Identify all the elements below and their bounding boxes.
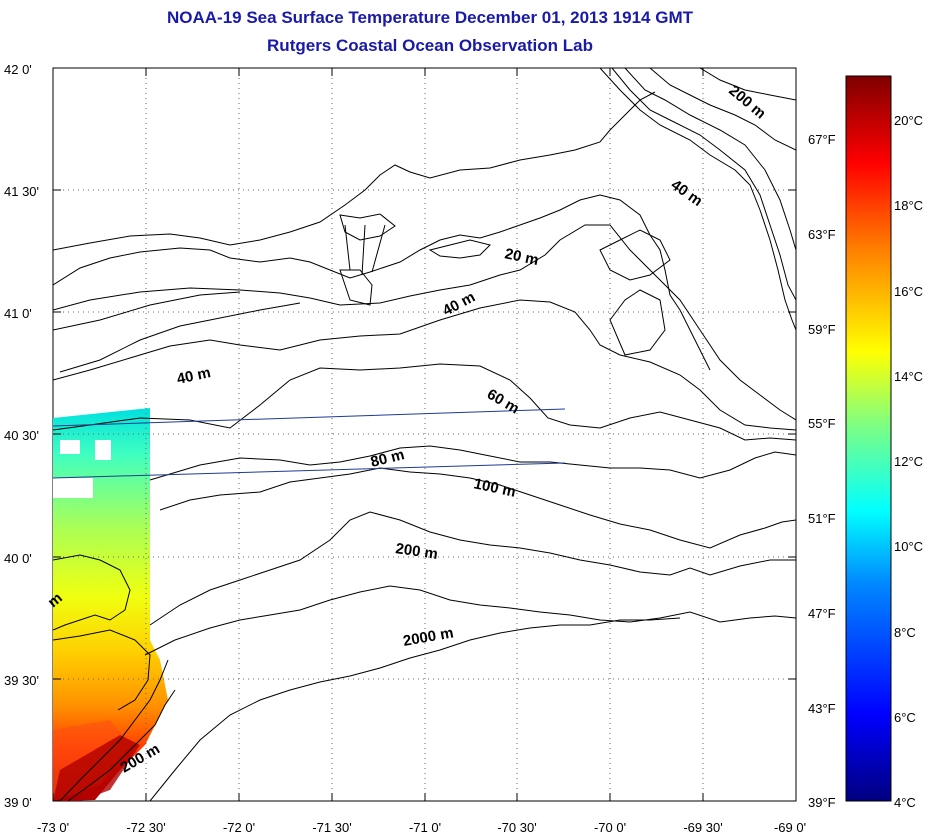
coastline-islands: [428, 239, 491, 259]
colorbar-fahrenheit-label: 55°F: [808, 416, 836, 431]
chart-subtitle: Rutgers Coastal Ocean Observation Lab: [267, 36, 593, 55]
lon-label: -69 0': [773, 820, 807, 835]
colorbar-celsius-label: 8°C: [894, 625, 916, 640]
contour-20m: [53, 224, 796, 421]
lon-label: -71 0': [408, 820, 442, 835]
coastline-ct: [53, 91, 656, 251]
colorbar-celsius-label: 14°C: [894, 369, 924, 384]
colorbar-celsius-label: 12°C: [894, 454, 924, 469]
lat-label: 42 0': [4, 62, 32, 77]
contour-label-group: 20 m 40 m 40 m 60 m 80 m 100 m 200 m 200…: [45, 82, 769, 776]
contour-40m: [53, 299, 796, 431]
lon-label: -73 0': [36, 820, 70, 835]
lat-label: 39 30': [4, 673, 40, 688]
contour-label: 200 m: [394, 540, 438, 563]
colorbar: [845, 75, 892, 802]
contour-200m: [149, 511, 796, 626]
colorbar-celsius-label: 6°C: [894, 710, 916, 725]
contour-label: 40 m: [175, 364, 212, 388]
tick-marks: [52, 67, 797, 802]
colorbar-celsius-label: 10°C: [894, 539, 924, 554]
colorbar-celsius-label: 20°C: [894, 113, 924, 128]
contour-80m: [149, 445, 796, 481]
lon-label: -70 30': [497, 820, 537, 835]
colorbar-celsius-label: 16°C: [894, 284, 924, 299]
grid-lines: [53, 68, 796, 801]
lat-label: 41 30': [4, 184, 40, 199]
lat-label: 39 0': [4, 795, 32, 810]
lat-label: 40 30': [4, 428, 40, 443]
chart-title: NOAA-19 Sea Surface Temperature December…: [167, 8, 693, 27]
lon-label: -72 0': [222, 820, 256, 835]
lat-label: 40 0': [4, 551, 32, 566]
contour-2000m: [144, 585, 796, 656]
colorbar-fahrenheit-label: 47°F: [808, 606, 836, 621]
colorbar-fahrenheit-label: 51°F: [808, 511, 836, 526]
contour-100m: [159, 467, 796, 549]
sst-data-patch: [53, 408, 168, 801]
contour-label: 20 m: [503, 245, 540, 269]
colorbar-fahrenheit-label: 43°F: [808, 701, 836, 716]
contour-60m: [53, 363, 796, 441]
lon-label: -69 30': [683, 820, 723, 835]
lat-label: 41 0': [4, 306, 32, 321]
track-lines: [53, 408, 566, 479]
lon-label: -70 0': [593, 820, 627, 835]
colorbar-fahrenheit-label: 63°F: [808, 227, 836, 242]
lon-label: -71 30': [312, 820, 352, 835]
colorbar-celsius-label: 18°C: [894, 198, 924, 213]
colorbar-fahrenheit-label: 59°F: [808, 322, 836, 337]
colorbar-celsius-label: 4°C: [894, 795, 916, 810]
colorbar-fahrenheit-label: 39°F: [808, 795, 836, 810]
colorbar-fahrenheit-label: 67°F: [808, 132, 836, 147]
lon-label: -72 30': [126, 820, 166, 835]
bathymetry-contours: [53, 68, 796, 801]
coastline-long-island: [53, 224, 521, 286]
